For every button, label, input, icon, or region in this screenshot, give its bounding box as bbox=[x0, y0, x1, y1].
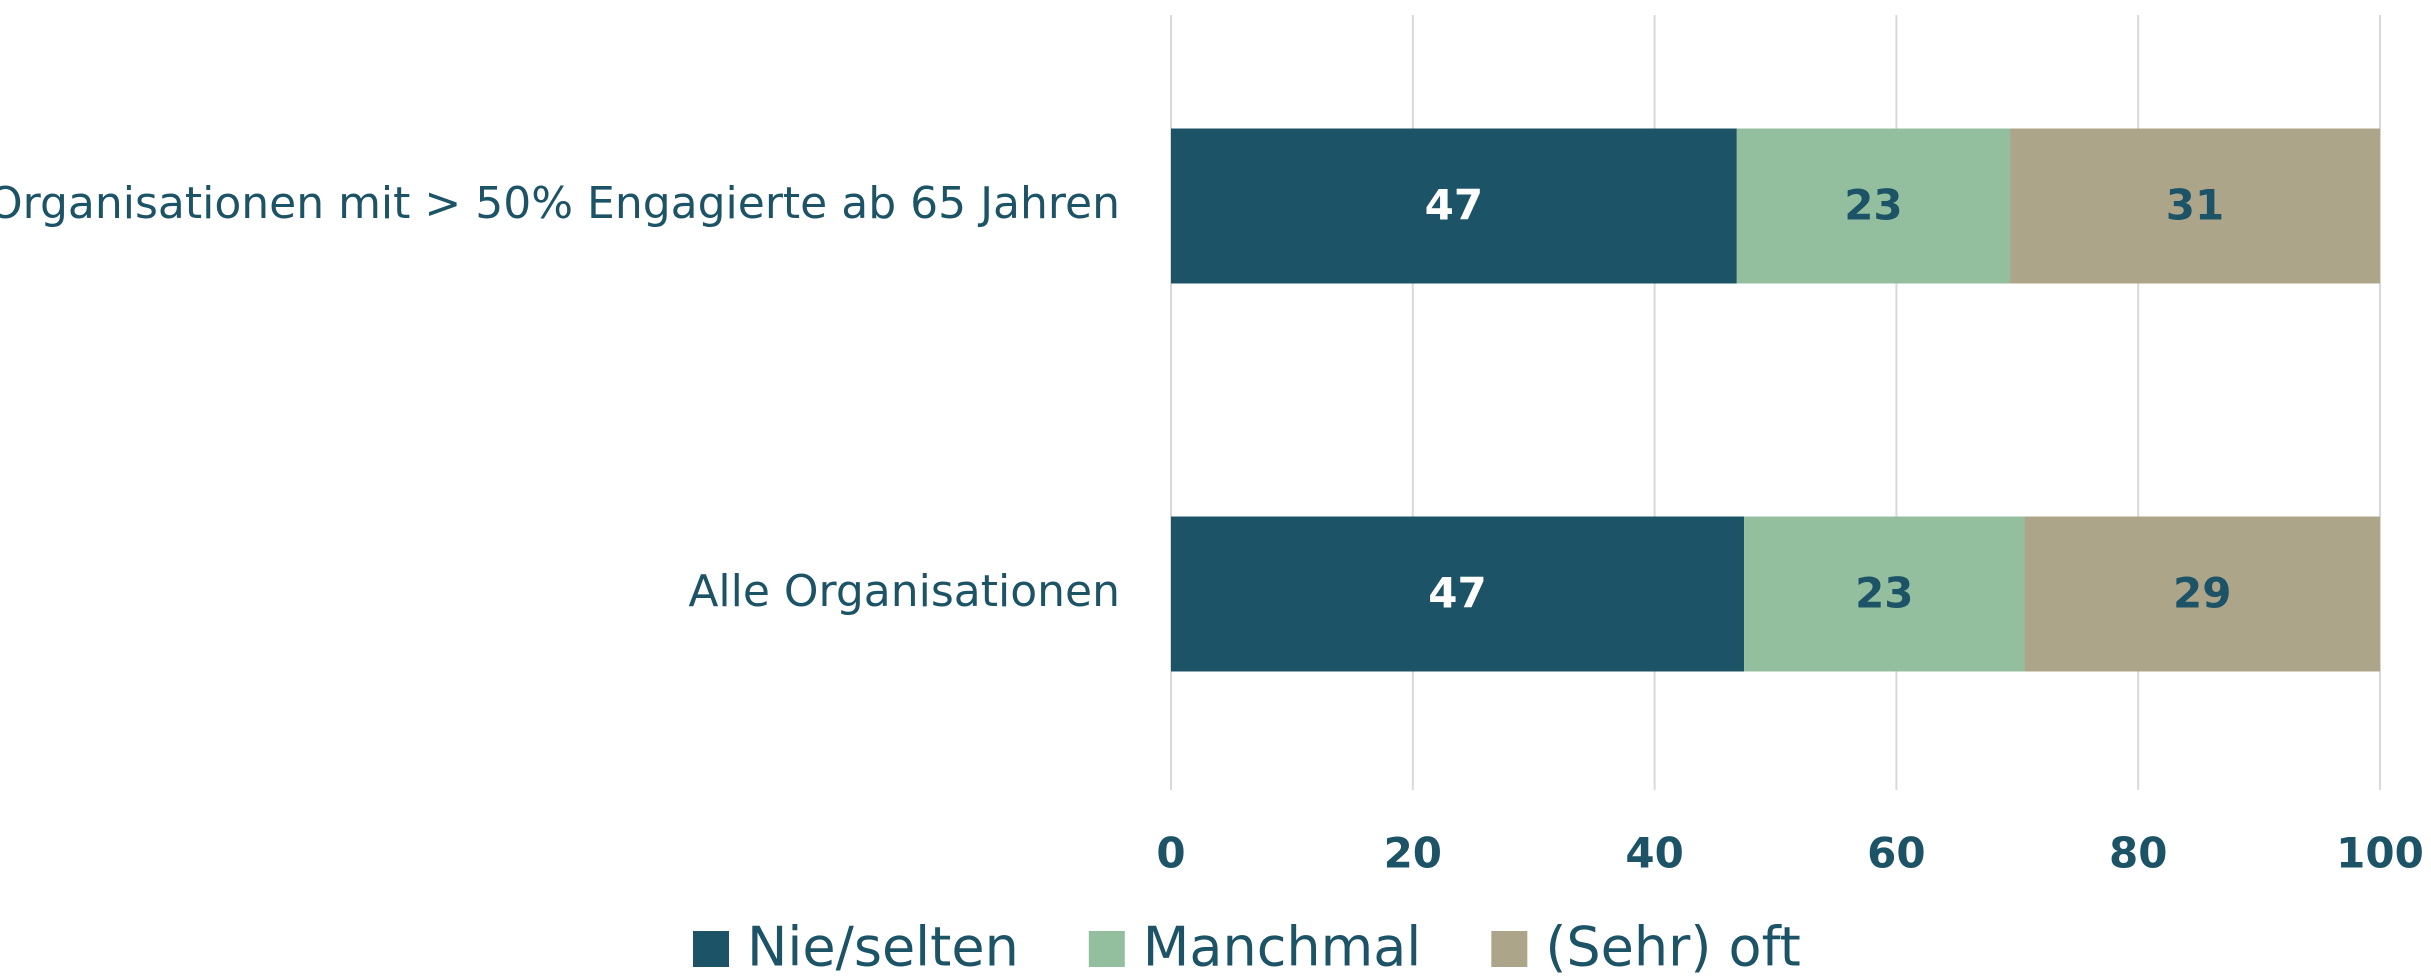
data-label: 29 bbox=[2173, 569, 2231, 618]
x-tick-label: 20 bbox=[1384, 829, 1442, 878]
x-tick-label: 40 bbox=[1625, 829, 1683, 878]
data-label: 47 bbox=[1428, 569, 1486, 618]
legend-swatch bbox=[1491, 931, 1528, 967]
data-label: 47 bbox=[1425, 181, 1483, 230]
x-tick-label: 0 bbox=[1156, 829, 1185, 878]
data-label: 23 bbox=[1844, 181, 1902, 230]
data-label: 23 bbox=[1855, 569, 1913, 618]
bar-segment bbox=[2010, 128, 2380, 284]
legend-label: (Sehr) oft bbox=[1545, 916, 1801, 979]
bar-segment bbox=[1736, 128, 2011, 284]
x-tick-label: 60 bbox=[1867, 829, 1925, 878]
legend-label: Manchmal bbox=[1143, 916, 1422, 979]
bar-segment bbox=[1171, 516, 1745, 672]
x-tick-label: 100 bbox=[2336, 829, 2424, 878]
category-label: Organisationen mit > 50% Engagierte ab 6… bbox=[0, 178, 1120, 229]
x-tick-label: 80 bbox=[2109, 829, 2167, 878]
legend-label: Nie/selten bbox=[747, 916, 1019, 979]
bar-segment bbox=[2024, 516, 2380, 672]
bar-segment bbox=[1171, 128, 1737, 284]
category-label: Alle Organisationen bbox=[688, 566, 1120, 617]
legend-swatch bbox=[693, 931, 729, 967]
data-label: 31 bbox=[2166, 181, 2224, 230]
legend-swatch bbox=[1088, 931, 1125, 967]
bar-segment bbox=[1744, 516, 2025, 672]
